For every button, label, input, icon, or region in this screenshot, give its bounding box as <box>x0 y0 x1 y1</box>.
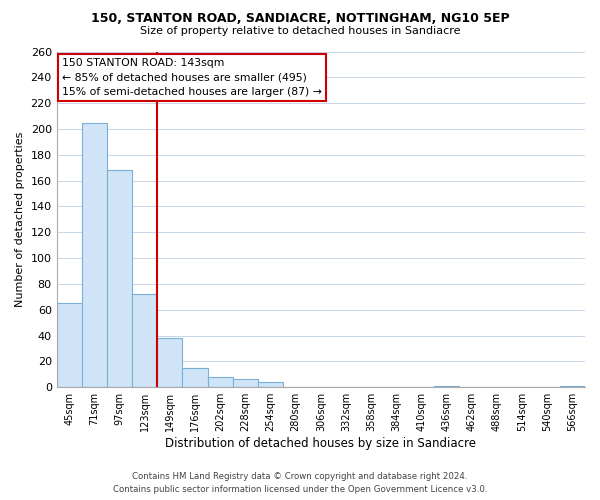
Text: Size of property relative to detached houses in Sandiacre: Size of property relative to detached ho… <box>140 26 460 36</box>
Bar <box>233 380 258 387</box>
Bar <box>56 304 82 387</box>
Bar <box>434 386 459 387</box>
Text: 150, STANTON ROAD, SANDIACRE, NOTTINGHAM, NG10 5EP: 150, STANTON ROAD, SANDIACRE, NOTTINGHAM… <box>91 12 509 26</box>
X-axis label: Distribution of detached houses by size in Sandiacre: Distribution of detached houses by size … <box>166 437 476 450</box>
Bar <box>157 338 182 387</box>
Bar <box>182 368 208 387</box>
Text: Contains HM Land Registry data © Crown copyright and database right 2024.
Contai: Contains HM Land Registry data © Crown c… <box>113 472 487 494</box>
Bar <box>132 294 157 387</box>
Bar <box>82 122 107 387</box>
Bar <box>107 170 132 387</box>
Bar <box>208 377 233 387</box>
Bar <box>560 386 585 387</box>
Bar <box>258 382 283 387</box>
Text: 150 STANTON ROAD: 143sqm
← 85% of detached houses are smaller (495)
15% of semi-: 150 STANTON ROAD: 143sqm ← 85% of detach… <box>62 58 322 97</box>
Y-axis label: Number of detached properties: Number of detached properties <box>15 132 25 307</box>
